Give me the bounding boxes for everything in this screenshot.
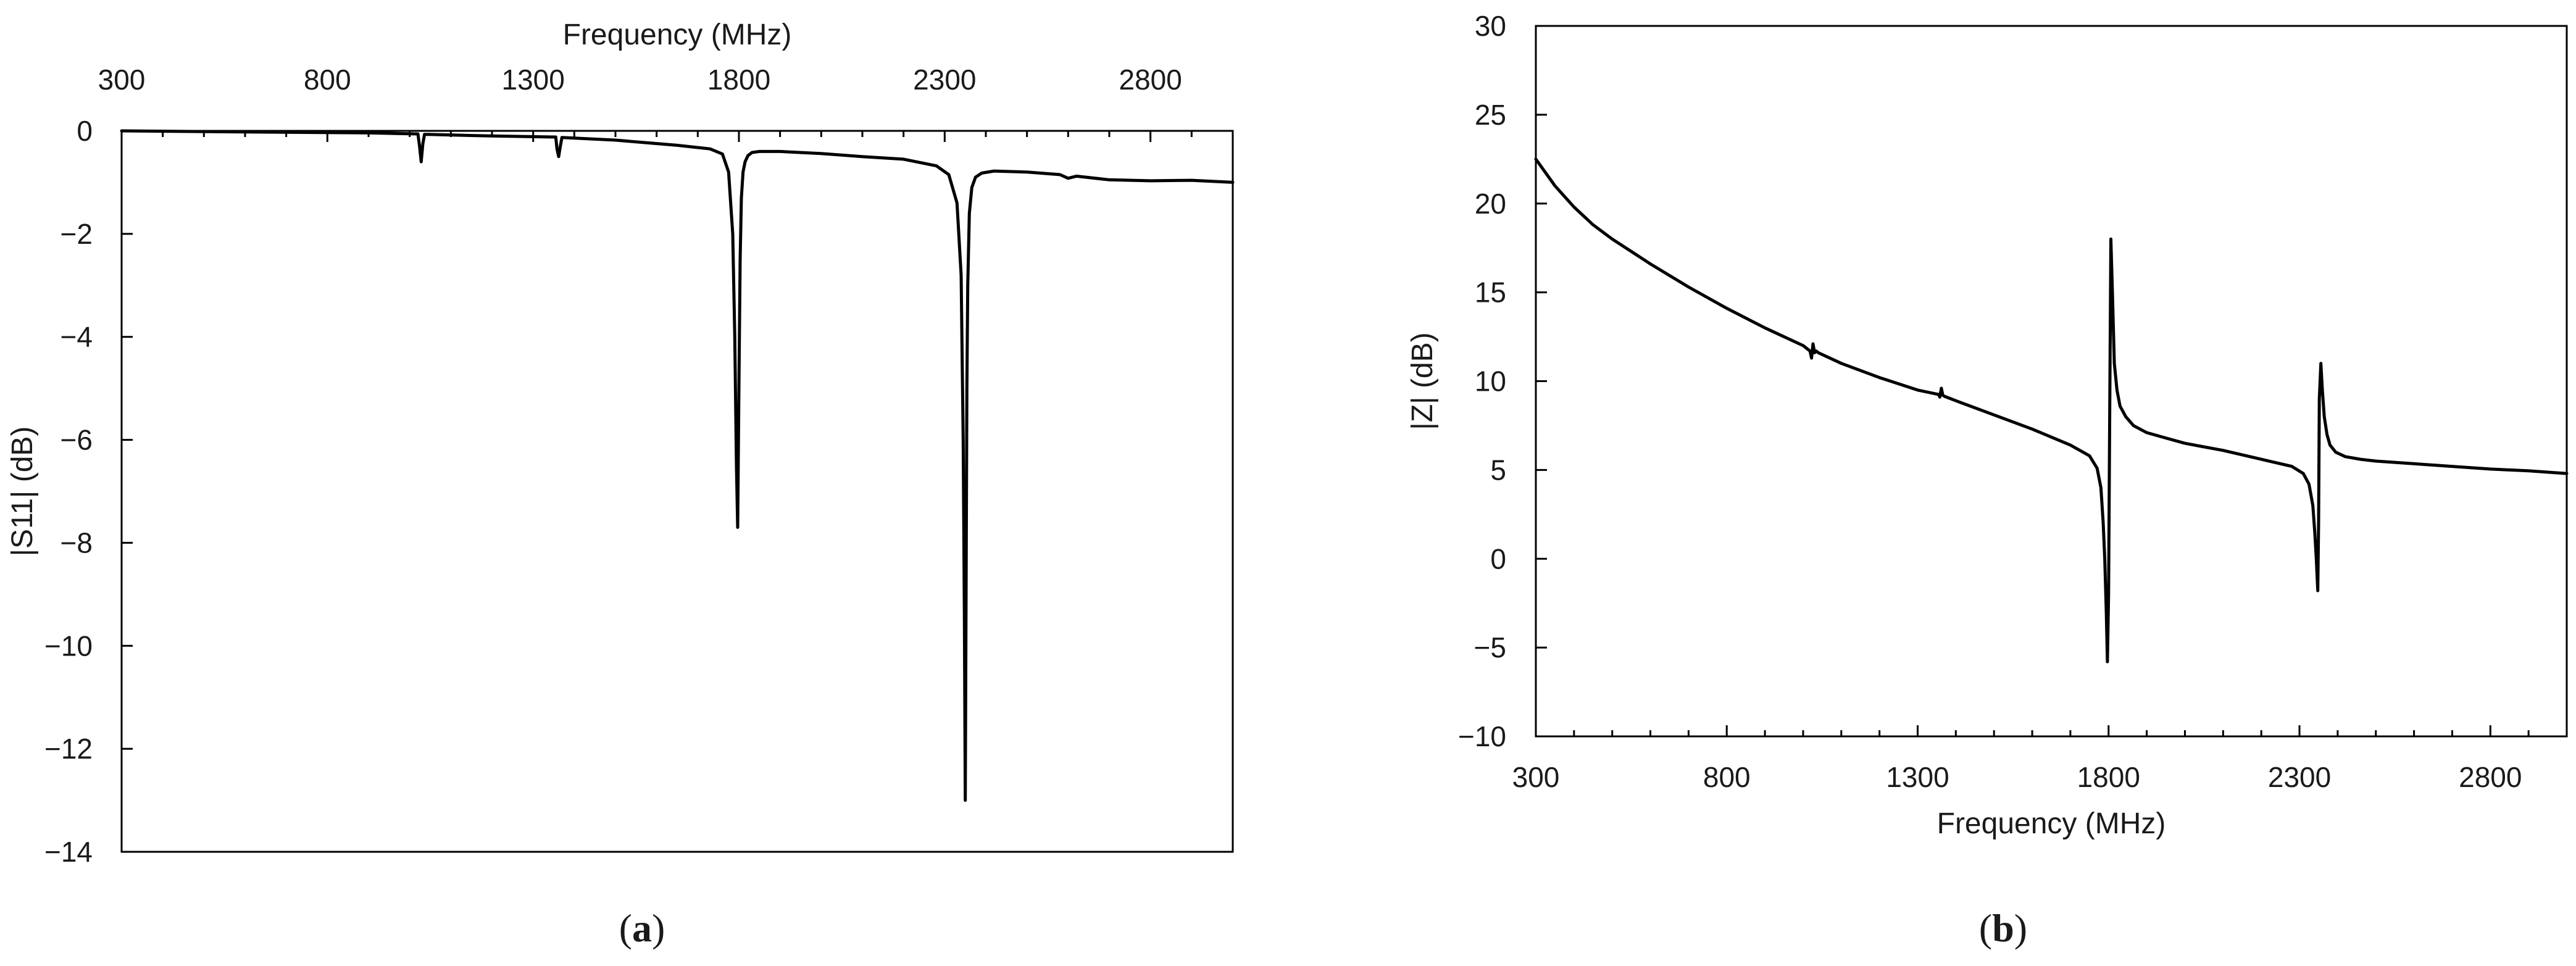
y-tick-label: −8: [60, 527, 93, 559]
x-tick-label: 2300: [913, 64, 976, 96]
series-line: [1534, 157, 2569, 664]
y-tick-label: −5: [1474, 631, 1506, 664]
panel-label: (a): [619, 906, 665, 950]
x-tick-label: 2800: [1119, 64, 1182, 96]
x-tick-label: 1300: [501, 64, 564, 96]
x-axis-title: Frequency (MHz): [1937, 807, 2166, 840]
y-tick-label: 5: [1490, 454, 1506, 486]
x-tick-label: 1800: [2077, 761, 2140, 793]
plot-frame: [1535, 25, 2568, 738]
y-tick-label: 0: [1490, 543, 1506, 575]
plot-frame: [120, 130, 1234, 853]
chart-panel-b: 300 800 1300 1800 2300 2800 30 25 20 15 10 5 0 −5 −10 F…: [1406, 10, 2569, 950]
series-line: [120, 129, 1235, 802]
x-tick-label: 300: [98, 64, 146, 96]
x-tick-label: 800: [1703, 761, 1751, 793]
x-tick-label: 2800: [2459, 761, 2522, 793]
y-tick-label: −10: [1458, 720, 1506, 752]
y-tick-label: −14: [44, 836, 93, 868]
x-tick-label: 300: [1512, 761, 1560, 793]
x-tick-label: 2300: [2268, 761, 2331, 793]
y-tick-label: 25: [1475, 99, 1506, 131]
y-tick-label: −2: [60, 218, 93, 250]
y-tick-label: −4: [60, 321, 93, 353]
x-tick-label: 800: [304, 64, 351, 96]
y-tick-label: −12: [44, 733, 93, 765]
x-tick-label: 1300: [1886, 761, 1949, 793]
y-tick-label: −6: [60, 424, 93, 456]
y-tick-label: 0: [77, 115, 93, 147]
x-axis-title: Frequency (MHz): [563, 19, 792, 51]
y-axis-title: |Z| (dB): [1406, 332, 1439, 430]
panel-label: (b): [1979, 906, 2027, 950]
y-tick-label: 10: [1475, 365, 1506, 398]
y-tick-label: −10: [44, 630, 93, 662]
y-tick-label: 30: [1475, 10, 1506, 42]
y-axis-title: |S11| (dB): [6, 427, 39, 557]
chart-panel-a: 300 800 1300 1800 2300 2800 0 −2 −4 −6 −8 −10 −12 −14…: [6, 19, 1235, 950]
x-tick-label: 1800: [707, 64, 770, 96]
y-tick-label: 20: [1475, 188, 1506, 220]
y-tick-label: 15: [1475, 277, 1506, 309]
